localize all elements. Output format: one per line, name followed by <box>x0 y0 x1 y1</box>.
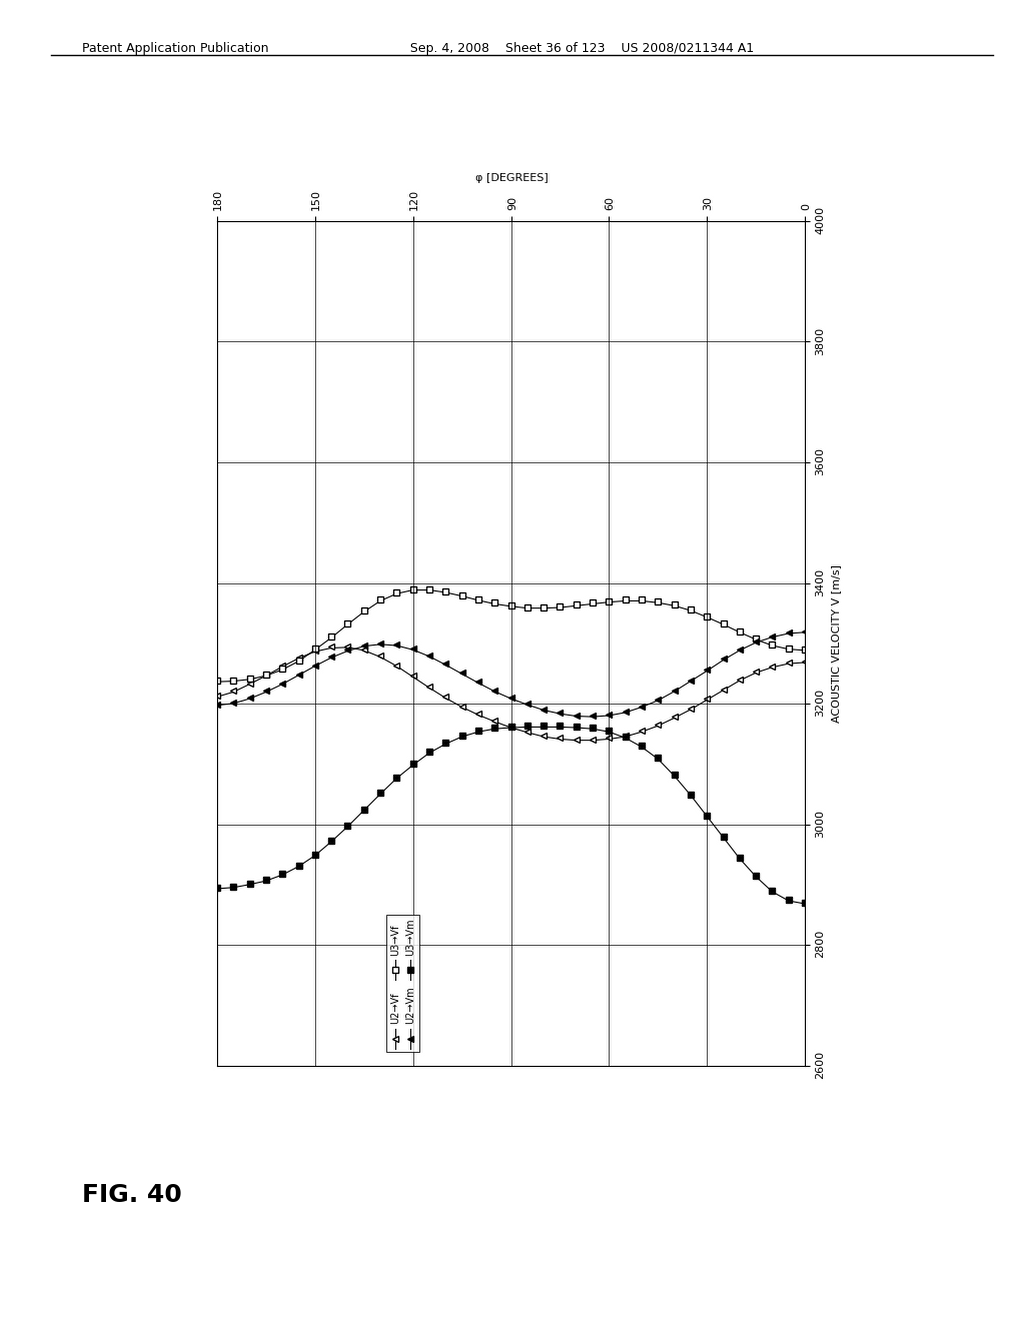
Text: Patent Application Publication: Patent Application Publication <box>82 42 268 55</box>
Text: Sep. 4, 2008    Sheet 36 of 123    US 2008/0211344 A1: Sep. 4, 2008 Sheet 36 of 123 US 2008/021… <box>410 42 754 55</box>
Text: FIG. 40: FIG. 40 <box>82 1183 182 1206</box>
